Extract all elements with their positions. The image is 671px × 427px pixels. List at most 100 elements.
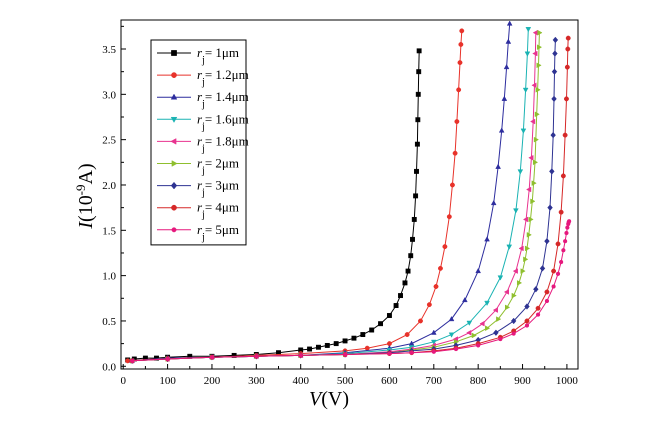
data-point: [453, 346, 459, 352]
data-point: [493, 329, 499, 336]
data-point: [402, 280, 408, 286]
data-point: [518, 245, 524, 252]
data-point: [333, 341, 339, 347]
legend-label-sub: j: [201, 77, 205, 88]
data-point: [522, 216, 529, 223]
data-point: [524, 323, 530, 328]
data-point: [551, 268, 557, 274]
data-point: [552, 36, 559, 44]
series-layer: [125, 20, 572, 365]
data-point: [524, 303, 530, 310]
data-point: [536, 44, 543, 51]
data-point: [544, 237, 550, 245]
data-point: [466, 320, 473, 326]
x-tick-label: 200: [204, 375, 221, 387]
data-point: [536, 62, 542, 69]
legend-label-symbol: r: [197, 200, 203, 215]
data-point: [498, 336, 503, 342]
data-point: [511, 292, 517, 299]
data-point: [551, 68, 558, 75]
y-axis-unit-exp: -9: [73, 184, 88, 195]
data-point: [378, 321, 384, 327]
y-axis-symbol: I: [75, 221, 97, 230]
legend-entry: rj= 1.2μm: [157, 67, 249, 88]
data-point: [528, 216, 534, 223]
data-point: [532, 50, 538, 57]
legend-label-sub: j: [201, 121, 205, 132]
data-point: [544, 298, 550, 304]
x-tick-label: 700: [426, 375, 443, 387]
data-point: [171, 204, 177, 211]
x-axis-symbol: V: [309, 388, 324, 410]
data-point: [409, 350, 414, 355]
data-point: [448, 315, 455, 322]
data-point: [506, 244, 513, 250]
y-axis-unit-post: A): [75, 163, 97, 184]
data-point: [526, 231, 532, 238]
data-point: [550, 131, 556, 139]
x-tick-label: 600: [381, 375, 398, 387]
y-tick-label: 3.0: [102, 89, 116, 101]
legend-label: rj= 5μm: [197, 222, 239, 243]
data-point: [456, 87, 462, 93]
data-point: [511, 331, 516, 336]
data-point: [426, 302, 432, 308]
data-point: [342, 352, 348, 357]
legend-label: rj= 3μm: [197, 178, 239, 199]
data-point: [505, 38, 512, 44]
data-point: [387, 351, 392, 356]
data-point: [471, 332, 477, 339]
data-point: [535, 305, 541, 311]
data-point: [496, 316, 502, 322]
data-point: [466, 329, 472, 336]
series-9: [129, 219, 572, 363]
legend-label-value: = 1μm: [205, 45, 239, 60]
data-point: [516, 280, 523, 286]
data-point: [531, 180, 537, 187]
data-point: [430, 329, 437, 335]
data-point: [520, 268, 526, 274]
data-point: [364, 345, 370, 351]
data-point: [517, 169, 524, 175]
data-point: [558, 209, 564, 215]
legend-label-sub: j: [201, 55, 205, 66]
legend-label: rj= 1.2μm: [197, 67, 249, 88]
data-point: [525, 27, 532, 33]
legend-label-value: = 1.2μm: [205, 67, 249, 82]
data-point: [431, 349, 436, 354]
x-tick-label: 300: [248, 375, 265, 387]
data-point: [563, 239, 568, 244]
data-point: [561, 248, 566, 253]
legend-label-symbol: r: [197, 222, 203, 237]
data-point: [484, 300, 490, 306]
data-point: [386, 313, 392, 318]
y-tick-label: 0.5: [102, 316, 116, 328]
data-point: [562, 132, 568, 138]
x-tick-label: 1000: [556, 375, 579, 387]
data-point: [369, 327, 375, 333]
legend-label-symbol: r: [197, 178, 203, 193]
data-point: [534, 111, 540, 118]
data-point: [449, 182, 455, 188]
data-point: [410, 236, 415, 242]
legend-label-value: = 3μm: [205, 178, 239, 193]
data-point: [503, 289, 510, 295]
y-tick-label: 1.0: [102, 271, 116, 283]
x-tick-label: 0: [120, 375, 126, 387]
data-point: [532, 159, 539, 166]
legend-label-sub: j: [201, 209, 205, 220]
data-point: [430, 339, 437, 345]
x-tick-label: 400: [292, 375, 309, 387]
data-point: [497, 275, 504, 281]
data-point: [404, 332, 410, 338]
data-point: [415, 91, 421, 97]
x-tick-label: 800: [470, 375, 487, 387]
data-point: [231, 352, 237, 358]
data-point: [342, 338, 348, 344]
data-point: [485, 325, 491, 332]
data-point: [462, 296, 468, 303]
legend-label-symbol: r: [197, 45, 203, 60]
data-point: [524, 318, 530, 324]
data-point: [171, 50, 177, 56]
data-point: [170, 93, 178, 100]
